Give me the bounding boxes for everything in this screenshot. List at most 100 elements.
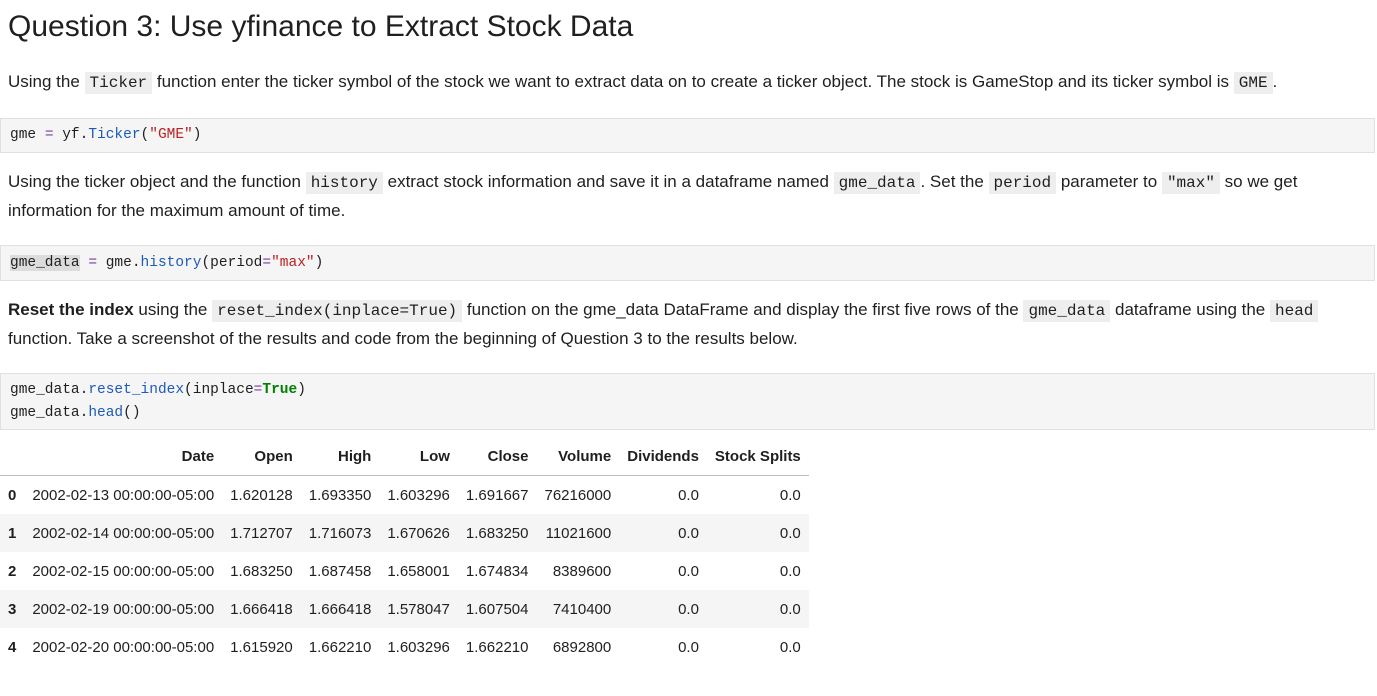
code-token: history <box>140 255 202 271</box>
inline-code-reset-index: reset_index(inplace=True) <box>212 300 463 322</box>
bold-text: Reset the index <box>8 300 134 319</box>
code-token: period <box>210 255 263 271</box>
table-cell: 0.0 <box>678 486 699 504</box>
table-cell: 1.607504 <box>465 600 529 618</box>
code-token: Ticker <box>88 127 141 143</box>
text: function enter the ticker symbol of the … <box>152 72 1234 91</box>
text: . Set the <box>920 172 989 191</box>
code-token: ) <box>297 382 306 398</box>
table-cell: 1.712707 <box>230 524 293 542</box>
code-token: = <box>88 255 98 271</box>
table-cell: 0.0 <box>779 638 801 656</box>
table-cell: 0.0 <box>779 524 801 542</box>
table-cell: 1.662210 <box>465 638 529 656</box>
table-cell: 2002-02-19 00:00:00-05:00 <box>32 600 215 618</box>
row-index: 4 <box>8 638 17 656</box>
table-cell: 0.0 <box>678 524 699 542</box>
code-token: ( <box>201 255 211 271</box>
code-token: inplace <box>192 382 254 398</box>
inline-code-gme-data: gme_data <box>1023 300 1111 322</box>
table-cell: 0.0 <box>678 638 699 656</box>
inline-code-ticker: Ticker <box>84 72 153 94</box>
table-cell: 1.716073 <box>308 524 372 542</box>
inline-code-history: history <box>305 172 383 194</box>
column-header: Stock Splits <box>706 437 809 476</box>
table-cell: 1.615920 <box>230 638 293 656</box>
ticker-instructions: Using the Ticker function enter the tick… <box>8 68 1368 97</box>
code-cell-history[interactable]: gme_data = gme.history(period="max") <box>0 245 1375 281</box>
reset-index-instructions: Reset the index using the reset_index(in… <box>8 296 1368 353</box>
text: Using the <box>8 72 85 91</box>
code-cell-reset-head[interactable]: gme_data.reset_index(inplace=True) gme_d… <box>0 373 1375 430</box>
table-cell: 1.674834 <box>465 562 529 580</box>
inline-code-max: "max" <box>1161 172 1220 194</box>
table-cell: 1.693350 <box>308 486 372 504</box>
table-cell: 1.662210 <box>308 638 372 656</box>
text: parameter to <box>1056 172 1162 191</box>
table-cell: 1.666418 <box>230 600 293 618</box>
table-cell: 1.691667 <box>465 486 529 504</box>
table-cell: 76216000 <box>544 486 612 504</box>
table-cell: 1.658001 <box>387 562 450 580</box>
table-row: 1 2002-02-14 00:00:00-05:00 1.712707 1.7… <box>0 514 809 552</box>
dataframe-output: Date Open High Low Close Volume Dividend… <box>0 437 809 666</box>
column-header: Dividends <box>619 437 707 476</box>
code-token: gme <box>10 127 37 143</box>
inline-code-period: period <box>988 172 1057 194</box>
text: Using the ticker object and the function <box>8 172 306 191</box>
code-token: () <box>123 405 141 421</box>
table-cell: 0.0 <box>779 486 801 504</box>
column-header: Open <box>222 437 301 476</box>
text: function on the gme_data DataFrame and d… <box>462 300 1024 319</box>
code-token: head <box>88 405 124 421</box>
table-cell: 1.666418 <box>308 600 372 618</box>
table-cell: 0.0 <box>779 562 801 580</box>
table-cell: 1.670626 <box>387 524 450 542</box>
table-row: 2 2002-02-15 00:00:00-05:00 1.683250 1.6… <box>0 552 809 590</box>
code-token: ( <box>184 382 193 398</box>
table-cell: 7410400 <box>552 600 612 618</box>
question-heading: Question 3: Use yfinance to Extract Stoc… <box>8 10 634 43</box>
inline-code-head: head <box>1270 300 1319 322</box>
column-header: Low <box>379 437 458 476</box>
table-cell: 11021600 <box>545 524 612 542</box>
table-cell: 2002-02-20 00:00:00-05:00 <box>32 638 215 656</box>
code-token: ) <box>314 255 324 271</box>
text: . <box>1272 72 1278 91</box>
code-token: gme_data. <box>10 382 89 398</box>
table-header-row: Date Open High Low Close Volume Dividend… <box>0 437 809 476</box>
table-cell: 1.603296 <box>387 486 450 504</box>
text: using the <box>133 300 213 319</box>
table-cell: 0.0 <box>678 562 699 580</box>
code-token: ) <box>192 127 202 143</box>
table-cell: 1.683250 <box>230 562 293 580</box>
table-cell: 2002-02-13 00:00:00-05:00 <box>32 486 215 504</box>
table-row: 4 2002-02-20 00:00:00-05:00 1.615920 1.6… <box>0 628 809 666</box>
table-row: 3 2002-02-19 00:00:00-05:00 1.666418 1.6… <box>0 590 809 628</box>
table-cell: 6892800 <box>552 638 612 656</box>
text: so we get information for the maximum am… <box>8 172 1298 220</box>
table-cell: 1.620128 <box>230 486 293 504</box>
code-token: "max" <box>271 255 315 271</box>
history-instructions: Using the ticker object and the function… <box>8 168 1368 225</box>
row-index: 1 <box>8 524 17 542</box>
table-cell: 2002-02-14 00:00:00-05:00 <box>32 524 215 542</box>
table-cell: 0.0 <box>779 600 801 618</box>
code-token: ( <box>140 127 150 143</box>
inline-code-gme: GME <box>1233 72 1273 94</box>
code-token: = <box>262 255 272 271</box>
text: dataframe using the <box>1110 300 1270 319</box>
table-row: 0 2002-02-13 00:00:00-05:00 1.620128 1.6… <box>0 476 809 515</box>
column-header <box>0 437 25 476</box>
inline-code-gme-data: gme_data <box>833 172 921 194</box>
column-header: Close <box>457 437 537 476</box>
code-token-selected: gme_data <box>10 255 80 271</box>
code-cell-ticker[interactable]: gme = yf.Ticker("GME") <box>0 118 1375 153</box>
code-token: True <box>262 382 298 398</box>
table-cell: 2002-02-15 00:00:00-05:00 <box>32 562 215 580</box>
code-token: gme. <box>105 255 141 271</box>
row-index: 3 <box>8 600 17 618</box>
table-cell: 0.0 <box>678 600 699 618</box>
table-cell: 1.687458 <box>308 562 372 580</box>
code-token: "GME" <box>149 127 193 143</box>
